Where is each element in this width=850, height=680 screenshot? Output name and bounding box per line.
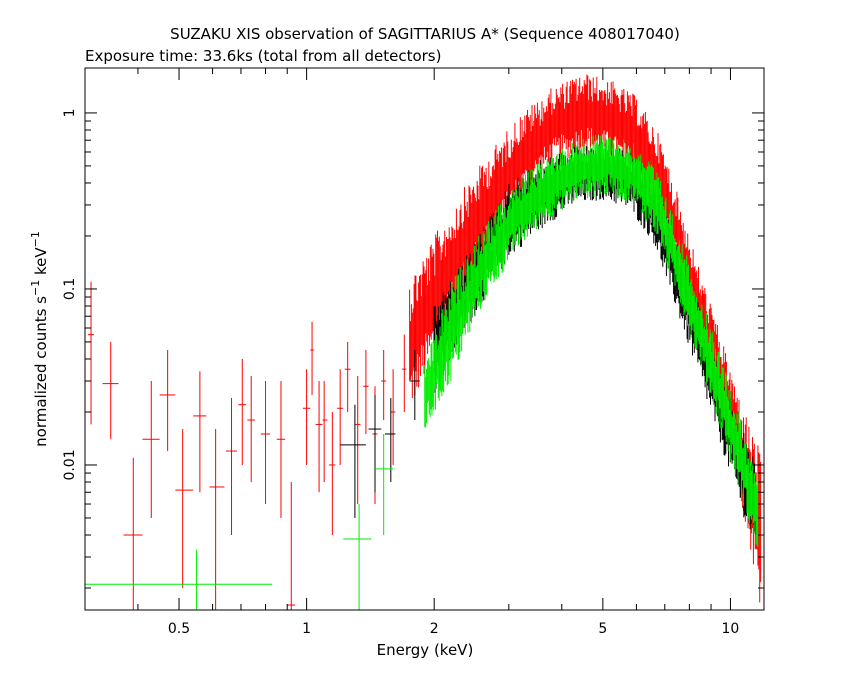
y-tick-label: 1 [62, 108, 78, 117]
y-tick-label: 0.1 [62, 278, 78, 300]
x-tick-label: 5 [598, 621, 607, 637]
y-tick-label: 0.01 [62, 449, 78, 480]
y-axis-label: normalized counts s−1 keV−1 [29, 231, 50, 447]
data-layer [85, 74, 762, 610]
chart-title: SUZAKU XIS observation of SAGITTARIUS A*… [170, 25, 680, 43]
x-tick-label: 1 [302, 621, 311, 637]
x-tick-label: 0.5 [168, 621, 190, 637]
y-axis-label-mid: keV [32, 247, 50, 280]
x-axis-label: Energy (keV) [377, 641, 474, 659]
axis-ticks: 0.5 1 2 5 10 0.01 0.1 1 [62, 68, 764, 637]
y-axis-label-base: normalized counts s [32, 296, 50, 447]
series-2 [85, 134, 759, 610]
chart-subtitle: Exposure time: 33.6ks (total from all de… [85, 47, 441, 65]
plot-frame [84, 67, 765, 611]
x-tick-label: 10 [722, 621, 740, 637]
y-axis-label-exp1: −1 [29, 280, 42, 296]
x-tick-label: 2 [430, 621, 439, 637]
series-0 [88, 74, 762, 610]
y-axis-label-exp2: −1 [29, 231, 42, 247]
